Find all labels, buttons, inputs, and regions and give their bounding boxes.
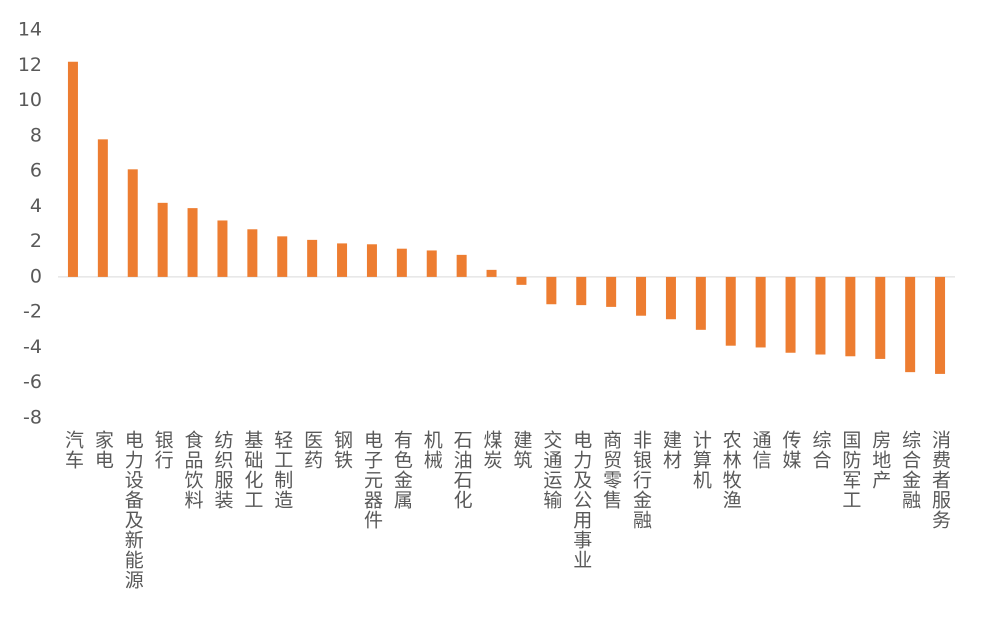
bar [127, 169, 138, 277]
x-tick-label: 医药 [301, 430, 323, 470]
x-tick-label: 钢铁 [331, 430, 353, 470]
x-tick-label: 商贸零售 [600, 430, 622, 510]
x-tick-label: 综合 [809, 430, 831, 470]
x-tick-label: 汽车 [62, 430, 84, 470]
x-tick-label: 电子元器件 [361, 430, 383, 530]
bar [576, 276, 587, 306]
x-tick-label: 电力及公用事业 [570, 430, 592, 570]
y-tick-label: 0 [30, 265, 42, 287]
bar [755, 276, 766, 348]
bar [426, 250, 437, 277]
bar [307, 239, 318, 277]
x-tick-label: 交通运输 [540, 430, 562, 510]
bar [516, 276, 527, 285]
x-tick-label: 基础化工 [241, 430, 263, 510]
y-tick-label: -6 [23, 371, 42, 393]
bar [695, 276, 706, 330]
x-tick-label: 纺织服装 [211, 430, 233, 510]
bar [217, 220, 228, 277]
y-tick-label: 2 [30, 230, 42, 252]
bar [247, 229, 258, 277]
bar [815, 276, 826, 355]
y-tick-label: 6 [30, 160, 42, 182]
bar [785, 276, 796, 353]
bar [935, 276, 946, 374]
bar [97, 139, 108, 277]
bar [486, 269, 497, 277]
y-tick-label: -2 [23, 301, 42, 323]
x-tick-label: 传媒 [780, 430, 802, 470]
bar [187, 208, 198, 277]
bar [875, 276, 886, 359]
bar [845, 276, 856, 357]
x-tick-label: 计算机 [690, 430, 712, 490]
bar [157, 202, 168, 277]
x-tick-label: 建筑 [510, 430, 532, 470]
x-tick-label: 通信 [750, 430, 772, 470]
bar [337, 243, 348, 277]
y-tick-label: 10 [18, 89, 42, 111]
x-tick-label: 煤炭 [481, 430, 503, 470]
bar [636, 276, 647, 316]
y-tick-label: 12 [18, 54, 42, 76]
x-tick-label: 非银行金融 [630, 430, 652, 530]
y-tick-label: 8 [30, 124, 42, 146]
x-tick-label: 国防军工 [839, 430, 861, 510]
x-tick-label: 房地产 [869, 430, 891, 490]
y-tick-label: -8 [23, 407, 42, 429]
x-tick-label: 有色金属 [391, 430, 413, 510]
x-tick-label: 轻工制造 [271, 430, 293, 510]
bar [67, 61, 78, 277]
bar [725, 276, 736, 346]
x-tick-label: 电力设备及新能源 [122, 430, 144, 590]
x-tick-label: 机械 [421, 430, 443, 470]
bar [905, 276, 916, 373]
bar [396, 248, 407, 277]
bar [366, 244, 377, 277]
bar [277, 236, 288, 277]
y-tick-label: 14 [18, 19, 42, 41]
x-tick-label: 建材 [660, 430, 682, 470]
x-tick-label: 银行 [152, 430, 174, 470]
x-tick-label: 石油石化 [451, 430, 473, 510]
y-tick-label: 4 [30, 195, 42, 217]
bar [456, 254, 467, 277]
x-tick-label: 消费者服务 [929, 430, 951, 530]
y-tick-label: -4 [23, 336, 42, 358]
bar [546, 276, 557, 305]
x-tick-label: 农林牧渔 [720, 430, 742, 510]
bar [606, 276, 617, 307]
x-tick-label: 家电 [92, 430, 114, 470]
x-tick-label: 食品饮料 [182, 430, 204, 510]
x-tick-label: 综合金融 [899, 430, 921, 510]
bar [665, 276, 676, 320]
